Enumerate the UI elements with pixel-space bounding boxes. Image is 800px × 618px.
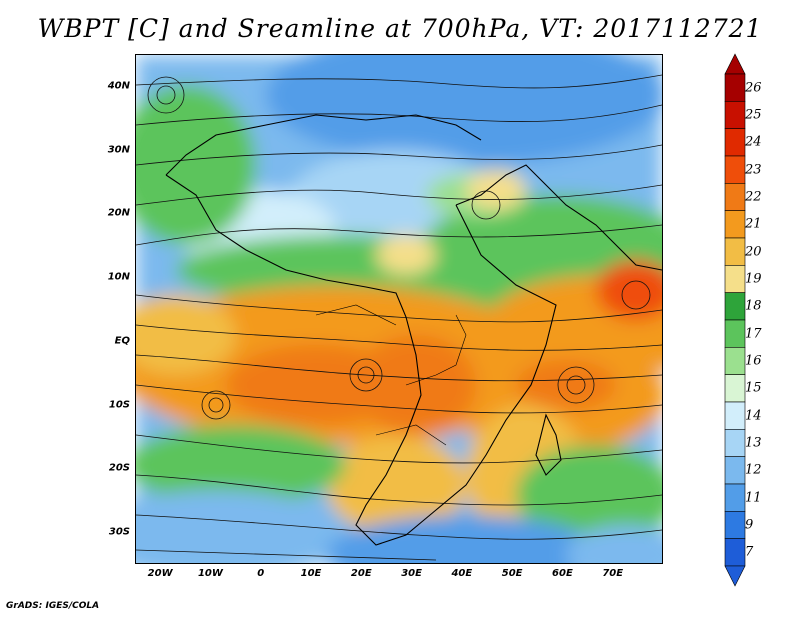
colorbar-swatch: [724, 456, 746, 485]
lon-tick-label: 10W: [197, 568, 223, 579]
colorbar-level-label: 23: [745, 162, 762, 178]
colorbar-level-label: 18: [745, 298, 762, 314]
colorbar-swatch: [724, 128, 746, 157]
colorbar-swatch: [724, 292, 746, 321]
colorbar-swatch: [724, 265, 746, 293]
lon-tick-label: 40E: [451, 568, 473, 579]
colorbar-level-label: 11: [745, 490, 762, 506]
colorbar-level-label: 24: [745, 134, 762, 150]
colorbar-level-label: 20: [745, 244, 762, 260]
colorbar-swatch: [724, 511, 746, 539]
colorbar-level-label: 7: [745, 544, 754, 560]
lat-tick-label: 10S: [108, 399, 130, 411]
colorbar-level-label: 13: [745, 435, 762, 451]
colorbar-swatch: [724, 155, 746, 184]
colorbar-level-label: 26: [745, 80, 762, 96]
wbpt-map: [135, 54, 663, 564]
colorbar-level-label: 21: [745, 216, 762, 232]
colorbar-swatch: [724, 73, 746, 102]
colorbar-level-label: 19: [745, 271, 762, 287]
map-title: WBPT [C] and Sreamline at 700hPa, VT: 20…: [37, 14, 763, 43]
lon-tick-label: 20E: [350, 568, 372, 579]
lon-tick-label: 50E: [501, 568, 523, 579]
colorbar-swatch: [724, 319, 746, 348]
colorbar: [724, 53, 746, 587]
lat-tick-label: EQ: [114, 335, 130, 347]
colorbar-level-label: 17: [745, 326, 762, 342]
colorbar-swatch: [724, 374, 746, 403]
colorbar-level-label: 12: [745, 462, 762, 478]
colorbar-level-label: 25: [745, 107, 762, 123]
colorbar-top-arrow: [724, 53, 746, 75]
colorbar-swatch: [724, 538, 746, 567]
lat-tick-label: 10N: [107, 271, 130, 283]
colorbar-swatch: [724, 347, 746, 375]
lat-tick-label: 40N: [107, 80, 130, 92]
lon-tick-label: 60E: [552, 568, 573, 579]
lat-tick-label: 30N: [107, 144, 130, 156]
lat-tick-label: 30S: [108, 526, 130, 538]
grads-credit: GrADS: IGES/COLA: [6, 601, 100, 611]
colorbar-swatch: [724, 237, 746, 266]
colorbar-level-label: 14: [745, 408, 762, 424]
colorbar-level-label: 15: [745, 380, 762, 396]
colorbar-swatch: [724, 210, 746, 239]
map-canvas: [136, 55, 662, 563]
colorbar-swatch: [724, 101, 746, 129]
lon-tick-label: 10E: [300, 568, 322, 579]
colorbar-swatch: [724, 401, 746, 430]
colorbar-level-label: 16: [745, 353, 762, 369]
lon-tick-label: 20W: [147, 568, 173, 579]
coastlines: [165, 114, 662, 546]
lat-tick-label: 20N: [107, 207, 130, 219]
colorbar-level-label: 22: [745, 189, 762, 205]
wbpt-field: [136, 55, 662, 563]
lat-tick-label: 20S: [108, 462, 130, 474]
colorbar-swatch: [724, 483, 746, 512]
lon-tick-label: 30E: [401, 568, 422, 579]
colorbar-bottom-arrow: [724, 565, 746, 587]
colorbar-swatch: [724, 183, 746, 211]
colorbar-level-label: 9: [745, 517, 754, 533]
lon-tick-label: 70E: [602, 568, 624, 579]
lon-tick-label: 0: [257, 568, 265, 579]
streamlines: [136, 74, 662, 561]
colorbar-swatch: [724, 429, 746, 457]
